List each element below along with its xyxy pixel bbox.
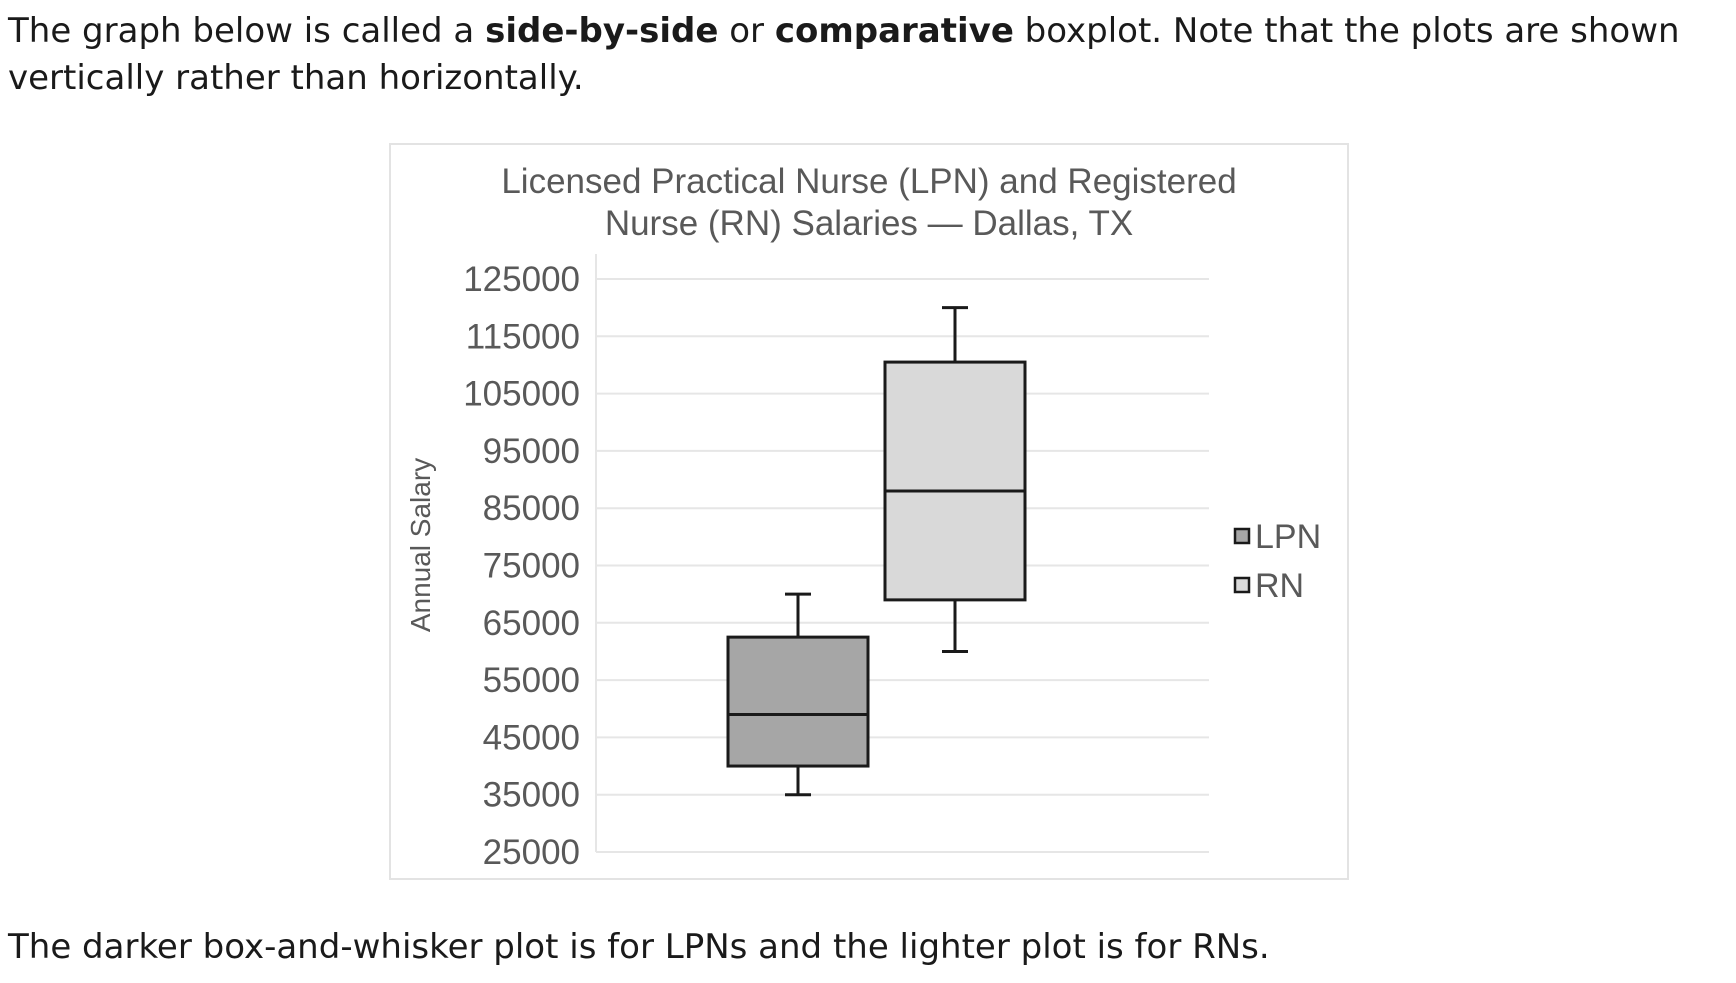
legend-swatch-rn: [1233, 576, 1251, 594]
y-tick-label: 115000: [466, 317, 580, 356]
y-tick-label: 55000: [483, 661, 580, 700]
chart-title-line-2: Nurse (RN) Salaries — Dallas, TX: [605, 204, 1133, 243]
y-tick-label: 75000: [483, 547, 580, 586]
intro-text-1: The graph below is called a: [8, 11, 486, 51]
y-tick-label: 25000: [483, 833, 580, 872]
legend-label-rn: RN: [1255, 567, 1304, 605]
y-axis-label: Annual Salary: [405, 458, 436, 632]
intro-text-3: boxplot. Note that the plots are shown v…: [8, 11, 1680, 98]
legend-label-lpn: LPN: [1255, 518, 1321, 556]
rn-box: [883, 360, 1027, 602]
gridlines: [595, 254, 1209, 853]
y-tick-label: 45000: [483, 718, 580, 757]
caption: The darker box-and-whisker plot is for L…: [8, 927, 1270, 967]
intro-bold-comparative: comparative: [774, 11, 1014, 51]
legend: LPN RN: [1233, 518, 1321, 605]
y-tick-label: 95000: [483, 432, 580, 471]
y-tick-label: 105000: [463, 375, 580, 414]
boxes: [726, 306, 1027, 797]
y-tick-label: 125000: [463, 260, 580, 299]
y-tick-labels: 125000 115000 105000 95000 85000 75000 65000 55…: [463, 260, 580, 872]
chart-title-line-1: Licensed Practical Nurse (LPN) and Regis…: [501, 162, 1236, 201]
intro-text-2: or: [718, 11, 775, 51]
intro-paragraph: The graph below is called a side-by-side…: [8, 8, 1728, 102]
y-tick-label: 65000: [483, 604, 580, 643]
rn-boxplot: [883, 306, 1027, 653]
intro-bold-side-by-side: side-by-side: [485, 11, 719, 51]
boxplot-figure: Licensed Practical Nurse (LPN) and Regis…: [389, 143, 1349, 880]
lpn-box: [726, 635, 870, 768]
y-tick-label: 85000: [483, 489, 580, 528]
y-tick-label: 35000: [483, 776, 580, 815]
boxplot-chart: Licensed Practical Nurse (LPN) and Regis…: [405, 162, 1321, 872]
lpn-boxplot: [726, 592, 870, 797]
legend-swatch-lpn: [1233, 527, 1251, 545]
